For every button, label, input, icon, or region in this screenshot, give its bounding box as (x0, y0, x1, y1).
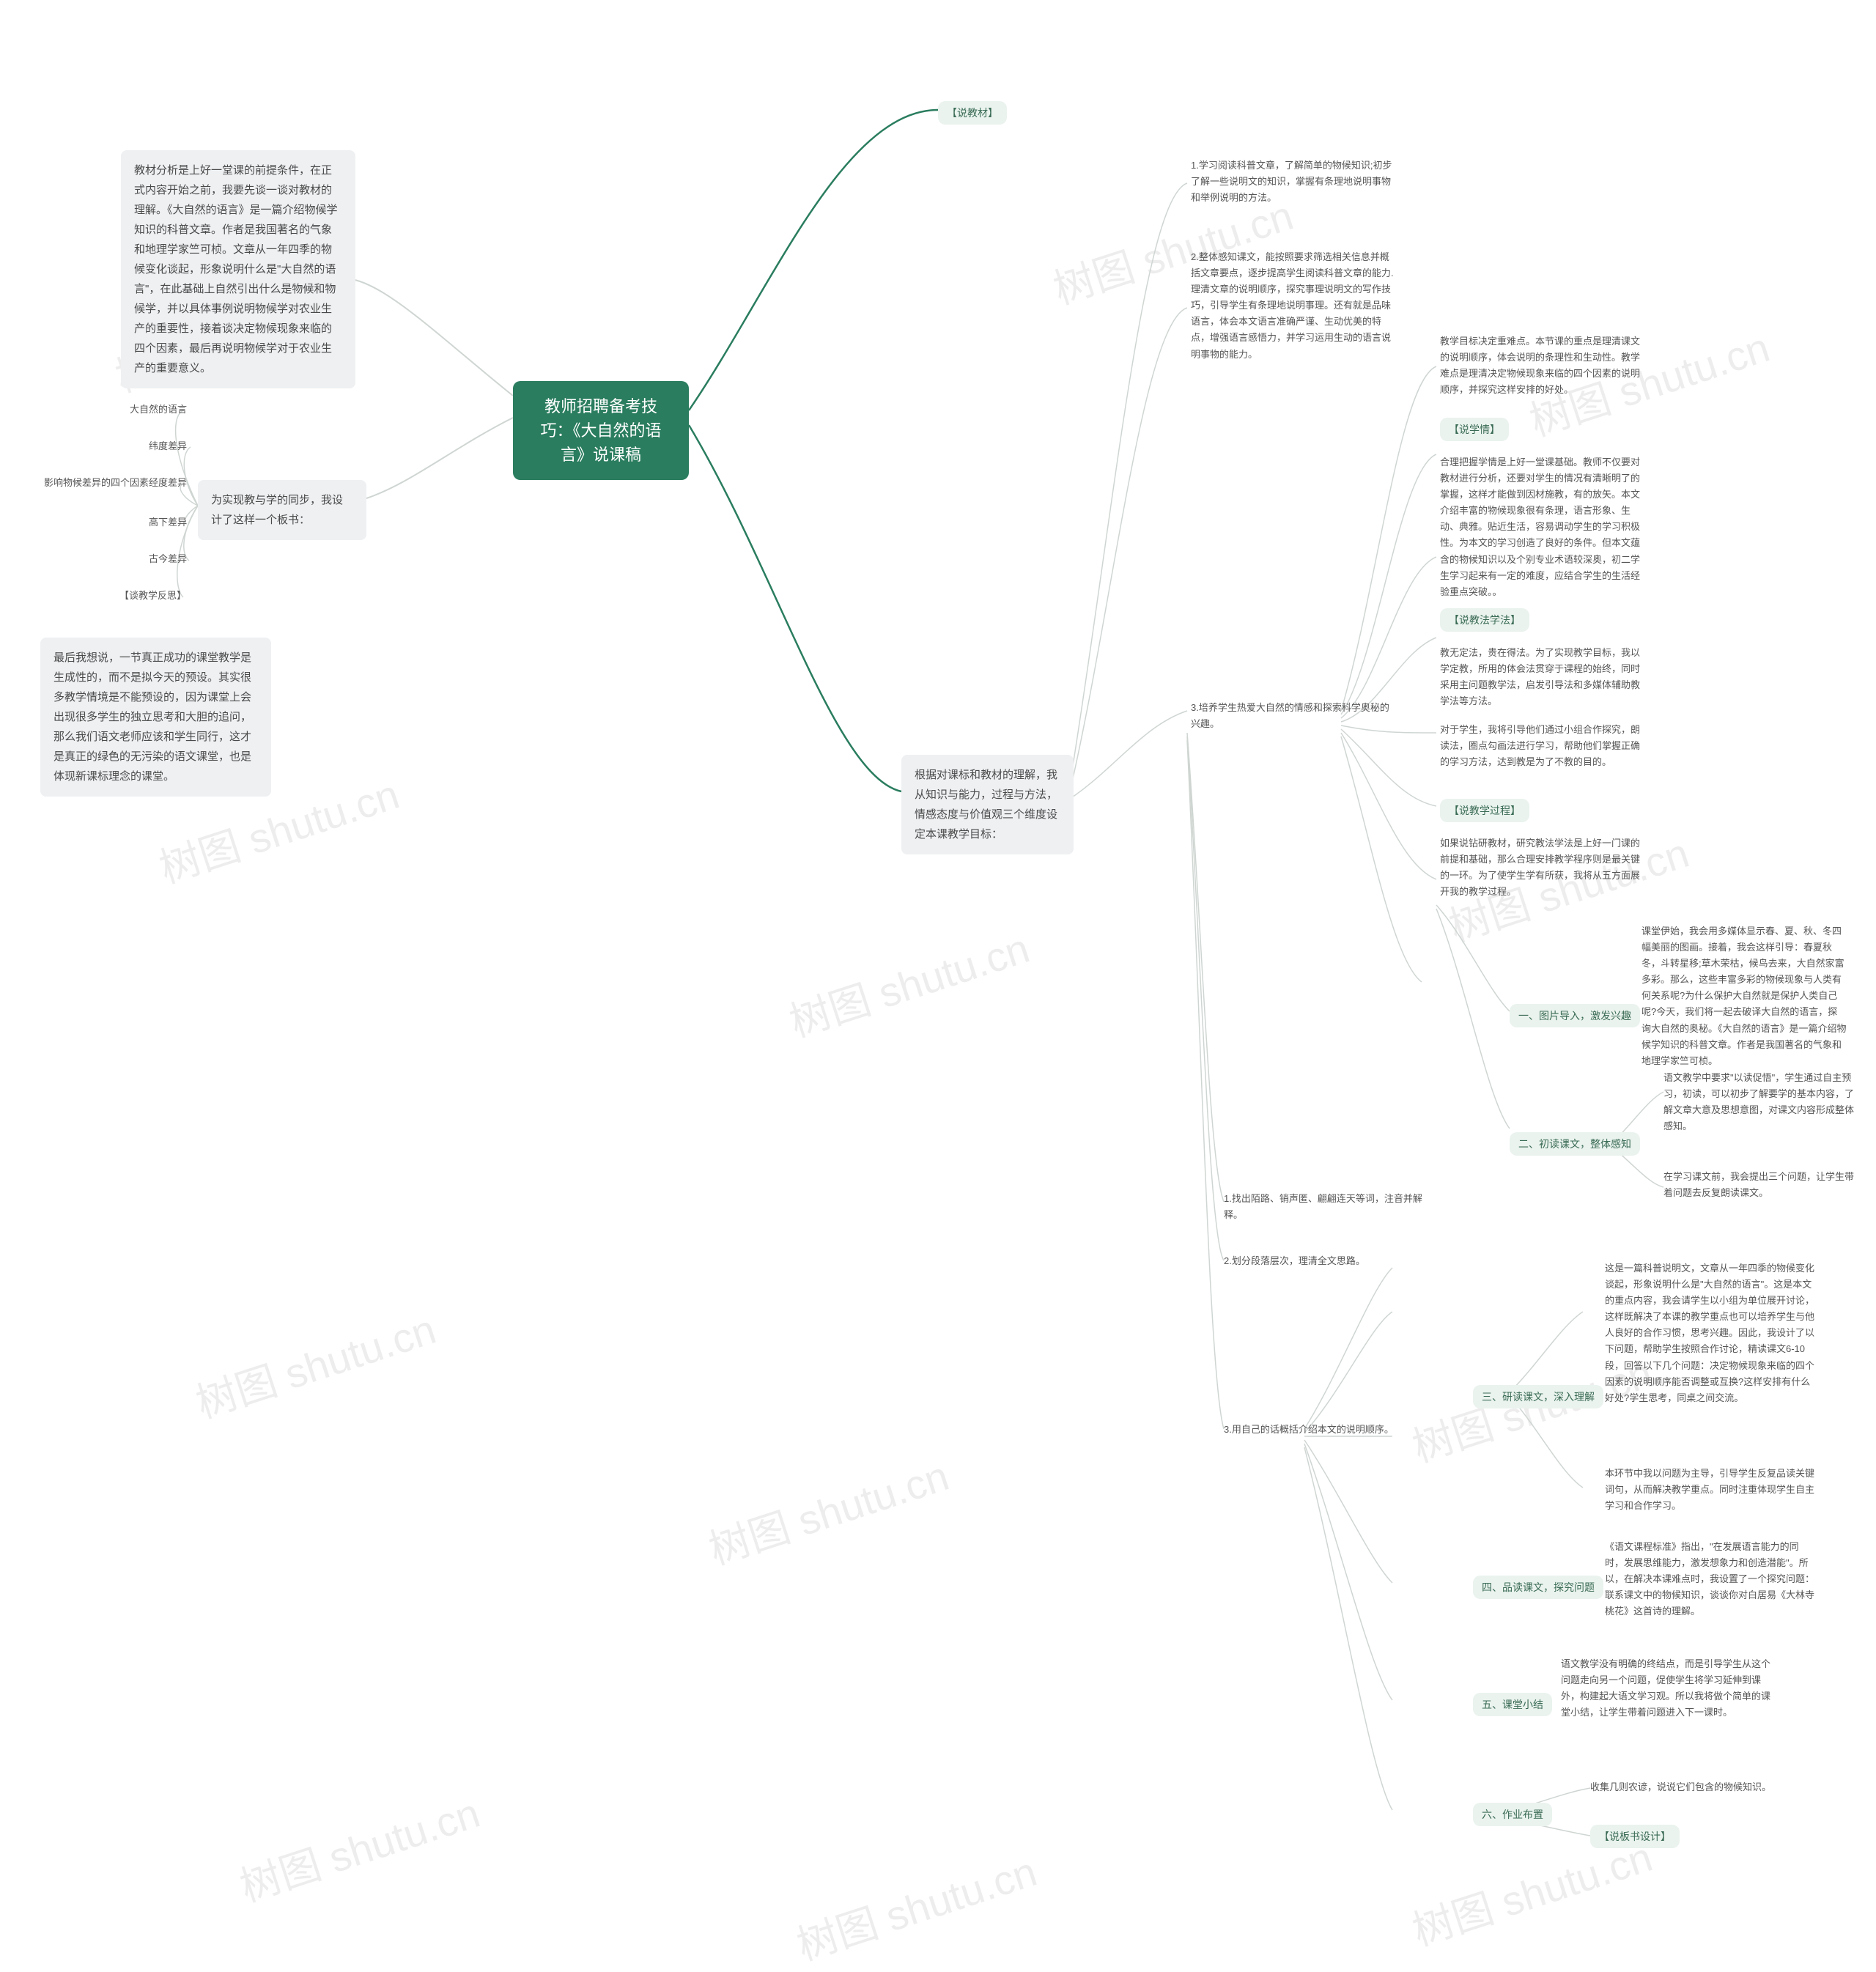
board-item: 大自然的语言 (114, 402, 187, 418)
reflection-box: 最后我想说，一节真正成功的课堂教学是生成性的，而不是拟今天的预设。其实很多教学情… (40, 638, 271, 797)
question-2: 2.划分段落层次，理清全文思路。 (1224, 1253, 1429, 1269)
board-item: 纬度差异 (136, 438, 187, 454)
step3-text1: 这是一篇科普说明文，文章从一年四季的物候变化谈起，形象说明什么是"大自然的语言"… (1605, 1260, 1817, 1406)
step5-text: 语文教学没有明确的终结点，而是引导学生从这个问题走向另一个问题，促使学生将学习延… (1561, 1656, 1773, 1721)
board-item: 影响物候差异的四个因素经度差异 (29, 475, 187, 491)
center-title: 教师招聘备考技巧：《大自然的语言》说课稿 (513, 381, 689, 480)
key-difficulty: 教学目标决定重难点。本节课的重点是理清课文的说明顺序，体会说明的条理性和生动性。… (1440, 333, 1645, 398)
methods-text-1: 教无定法，贵在得法。为了实现教学目标，我以学定教，所用的体会法贯穿于课程的始终，… (1440, 645, 1645, 709)
learning-situation-text: 合理把握学情是上好一堂课基础。教师不仅要对教材进行分析，还要对学生的情况有清晰明… (1440, 454, 1645, 600)
goal-3-intro: 3.培养学生热爱大自然的情感和探索科学奥秘的兴趣。 (1191, 700, 1396, 732)
board-item: 【谈教学反思】 (110, 588, 186, 604)
process-intro: 如果说钻研教材，研究教法学法是上好一门课的前提和基础，那么合理安排教学程序则是最… (1440, 835, 1645, 900)
chip-step5: 五、课堂小结 (1473, 1693, 1552, 1716)
board-item: 古今差异 (136, 551, 187, 567)
watermark: 树图 shutu.cn (789, 1839, 1044, 1972)
chip-step3: 三、研读课文，深入理解 (1473, 1385, 1603, 1408)
goal-1: 1.学习阅读科普文章，了解简单的物候知识;初步了解一些说明文的知识，掌握有条理地… (1191, 158, 1396, 206)
step6-text: 收集几则农谚，说说它们包含的物候知识。 (1590, 1779, 1810, 1795)
chip-step1: 一、图片导入，激发兴趣 (1510, 1004, 1640, 1027)
goal-2: 2.整体感知课文，能按照要求筛选相关信息并概括文章要点，逐步提高学生阅读科普文章… (1191, 249, 1396, 363)
watermark: 树图 shutu.cn (188, 1297, 443, 1430)
step1-text: 课堂伊始，我会用多媒体显示春、夏、秋、冬四幅美丽的图画。接着，我会这样引导：春夏… (1642, 923, 1847, 1069)
chip-step4: 四、品读课文，探究问题 (1473, 1576, 1603, 1599)
chip-methods: 【说教法学法】 (1440, 608, 1529, 632)
chip-teaching-material: 【说教材】 (938, 101, 1007, 125)
watermark: 树图 shutu.cn (781, 916, 1036, 1049)
chip-step6: 六、作业布置 (1473, 1803, 1552, 1826)
chip-board-design: 【说板书设计】 (1590, 1825, 1680, 1848)
question-1: 1.找出陌路、销声匿、翩翩连天等词，注音并解释。 (1224, 1191, 1429, 1223)
analysis-box: 教材分析是上好一堂课的前提条件，在正式内容开始之前，我要先谈一谈对教材的理解。《… (121, 150, 355, 388)
methods-text-2: 对于学生，我将引导他们通过小组合作探究，朗读法，圈点勾画法进行学习，帮助他们掌握… (1440, 722, 1645, 770)
step4-text: 《语文课程标准》指出，"在发展语言能力的同时，发展思维能力，激发想象力和创造潜能… (1605, 1539, 1817, 1620)
step2-text1: 语文教学中要求"以读促悟"，学生通过自主预习，初读，可以初步了解要学的基本内容，… (1663, 1070, 1854, 1134)
watermark: 树图 shutu.cn (232, 1781, 487, 1914)
step2-text2: 在学习课文前，我会提出三个问题，让学生带着问题去反复朗读课文。 (1663, 1169, 1854, 1201)
goals-box: 根据对课标和教材的理解，我从知识与能力，过程与方法，情感态度与价值观三个维度设定… (901, 755, 1074, 854)
board-design-box: 为实现教与学的同步，我设计了这样一个板书： (198, 480, 366, 540)
question-3: 3.用自己的话概括介绍本文的说明顺序。 (1224, 1422, 1429, 1438)
chip-learning-situation: 【说学情】 (1440, 418, 1509, 441)
chip-process: 【说教学过程】 (1440, 799, 1529, 822)
chip-step2: 二、初读课文，整体感知 (1510, 1132, 1640, 1156)
watermark: 树图 shutu.cn (701, 1444, 956, 1577)
step3-text2: 本环节中我以问题为主导，引导学生反复品读关键词句，从而解决教学重点。同时注重体现… (1605, 1466, 1817, 1514)
board-item: 高下差异 (136, 514, 187, 531)
